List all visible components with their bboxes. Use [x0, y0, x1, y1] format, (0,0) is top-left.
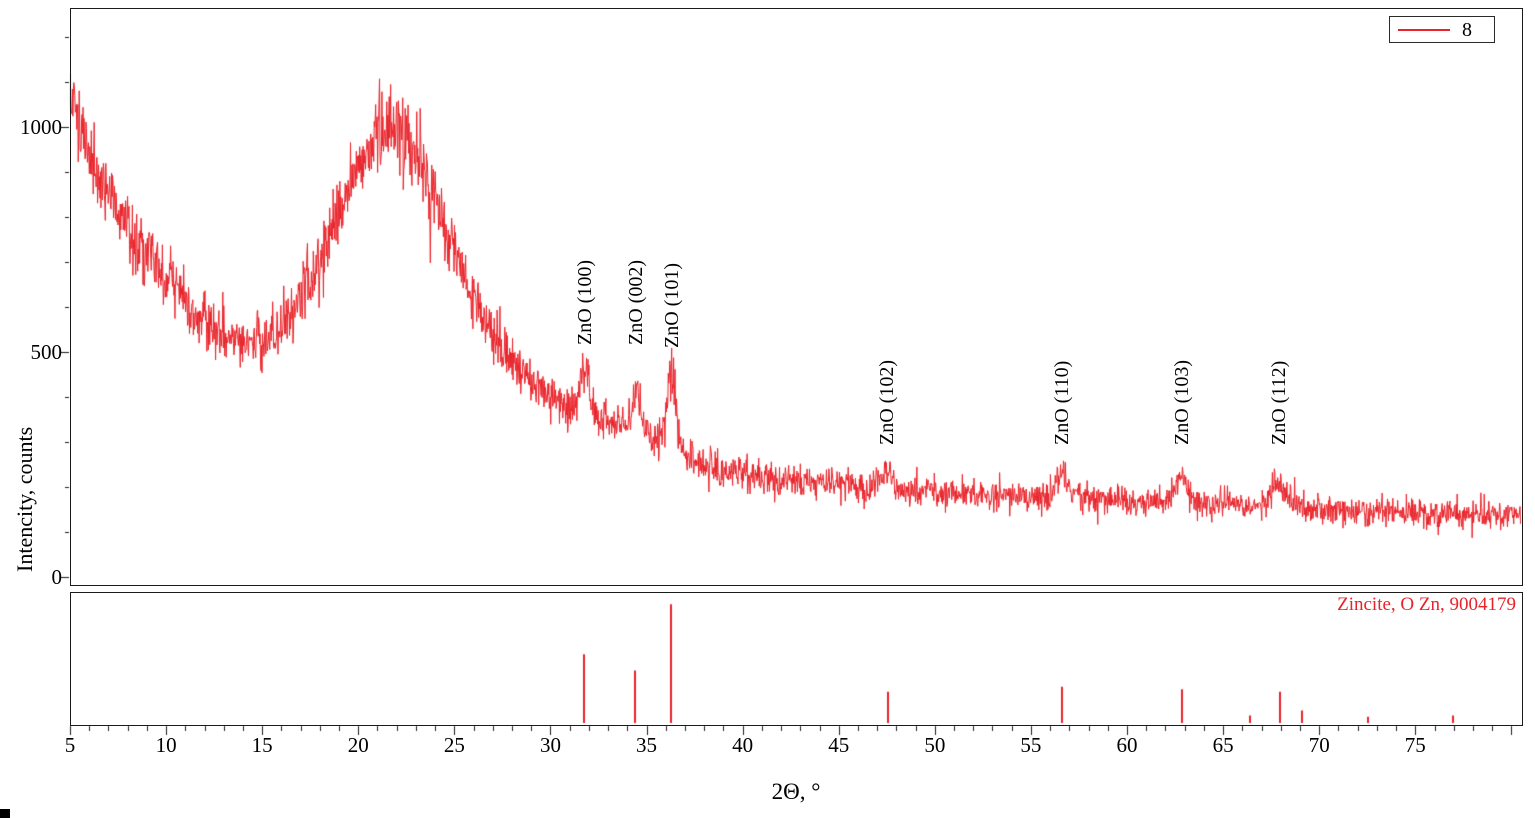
peak-annotation: ZnO (102) [875, 360, 898, 446]
x-tick-label: 10 [155, 733, 177, 757]
legend-series-label: 8 [1462, 18, 1472, 41]
x-tick-label: 45 [828, 733, 850, 757]
x-tick-label: 20 [347, 733, 369, 757]
legend-box: 8 [1389, 16, 1495, 43]
peak-annotation: ZnO (002) [624, 260, 647, 346]
x-tick-label: 60 [1116, 733, 1138, 757]
x-tick-label: 55 [1020, 733, 1042, 757]
x-tick-label: 70 [1308, 733, 1330, 757]
x-tick-label: 50 [924, 733, 946, 757]
x-tick-label: 5 [64, 733, 76, 757]
x-tick-label: 35 [636, 733, 658, 757]
reference-phase-label: Zincite, O Zn, 9004179 [1337, 594, 1516, 615]
x-tick-label: 25 [443, 733, 465, 757]
legend-line-sample [1398, 28, 1450, 31]
y-tick-label: 0 [51, 565, 63, 589]
x-axis-title: 2Θ, ° [771, 779, 821, 804]
peak-annotation: ZnO (110) [1050, 360, 1073, 446]
x-tick-label: 40 [732, 733, 754, 757]
x-tick-label: 15 [251, 733, 273, 757]
y-tick-label: 1000 [20, 114, 62, 139]
y-tick-label: 500 [30, 339, 63, 364]
x-tick-label: 30 [539, 733, 561, 757]
x-tick-label: 75 [1404, 733, 1426, 757]
x-tick-label: 65 [1212, 733, 1234, 757]
peak-annotation: ZnO (103) [1170, 360, 1193, 446]
peak-annotation: ZnO (101) [660, 263, 683, 349]
y-axis-title: Intencity, counts [12, 426, 37, 572]
peak-annotation: ZnO (112) [1267, 360, 1290, 446]
peak-annotation: ZnO (100) [574, 260, 597, 346]
corner-artifact [0, 809, 10, 818]
